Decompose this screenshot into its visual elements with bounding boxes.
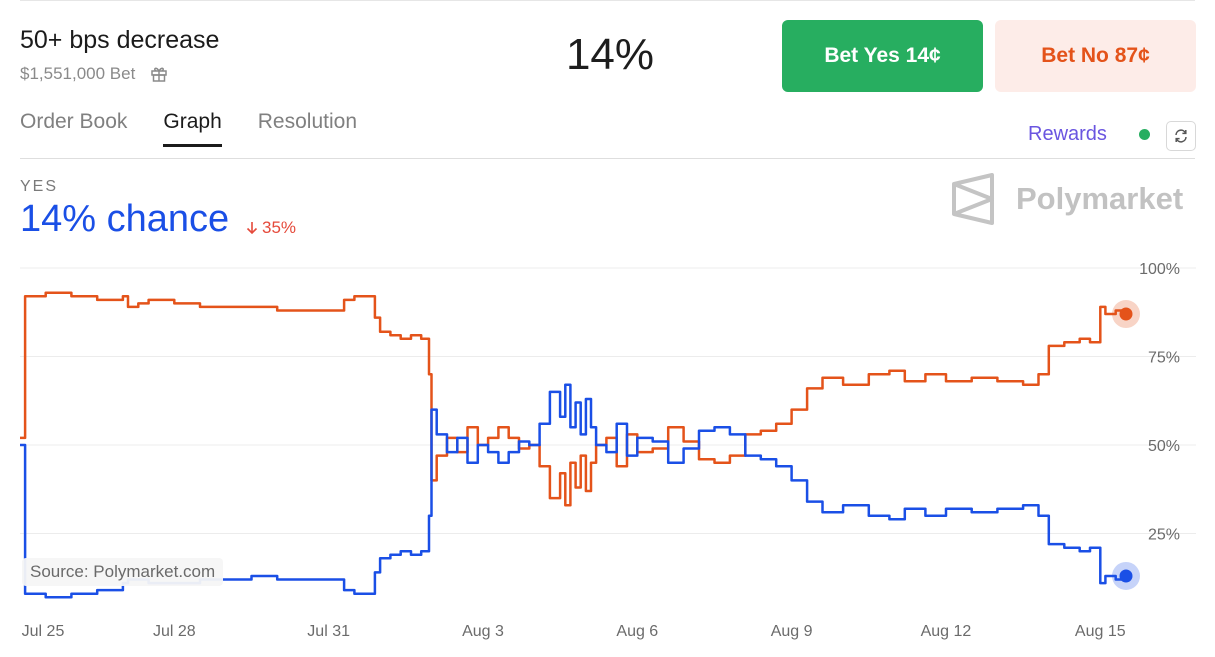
tabs-divider	[20, 158, 1195, 159]
refresh-icon	[1175, 129, 1187, 143]
polymarket-logo-icon	[952, 173, 994, 225]
bet-no-button[interactable]: Bet No 87¢	[995, 20, 1196, 92]
chance-change: 35%	[246, 218, 296, 238]
x-tick-label: Aug 15	[1075, 623, 1126, 640]
y-tick-label: 50%	[1148, 438, 1180, 455]
polymarket-logo: Polymarket	[950, 172, 1183, 226]
rewards-link[interactable]: Rewards	[1028, 123, 1107, 145]
rewards-status-dot	[1139, 129, 1150, 140]
tab-resolution[interactable]: Resolution	[257, 110, 357, 133]
x-tick-label: Jul 31	[307, 623, 350, 640]
chance-change-value: 35%	[262, 218, 297, 237]
market-title: 50+ bps decrease	[20, 26, 220, 54]
top-divider	[20, 0, 1195, 1]
refresh-button[interactable]	[1166, 121, 1196, 151]
market-volume-row: $1,551,000 Bet	[20, 64, 169, 84]
gift-icon[interactable]	[149, 64, 169, 84]
x-tick-label: Aug 3	[462, 623, 504, 640]
polymarket-logo-text: Polymarket	[1016, 181, 1184, 216]
arrow-down-icon	[246, 222, 258, 235]
market-probability: 14%	[565, 30, 655, 79]
series-line-yes	[20, 383, 1128, 599]
x-tick-label: Aug 9	[771, 623, 813, 640]
series-line-no	[20, 291, 1128, 507]
y-tick-label: 100%	[1139, 261, 1180, 278]
x-tick-label: Jul 28	[153, 623, 196, 640]
y-tick-label: 25%	[1148, 527, 1180, 544]
market-tabs: Order Book Graph Resolution	[20, 110, 357, 147]
bet-yes-button[interactable]: Bet Yes 14¢	[782, 20, 983, 92]
end-marker-no	[1119, 307, 1133, 321]
end-marker-yes	[1119, 569, 1133, 583]
x-tick-label: Jul 25	[22, 623, 65, 640]
x-tick-label: Aug 12	[921, 623, 972, 640]
tab-order-book[interactable]: Order Book	[20, 110, 128, 133]
source-label: Source: Polymarket.com	[22, 558, 224, 586]
tab-graph[interactable]: Graph	[163, 110, 222, 147]
y-tick-label: 75%	[1148, 350, 1180, 367]
outcome-label: YES	[20, 178, 59, 195]
chance-value: 14% chance	[20, 198, 230, 240]
x-tick-label: Aug 6	[616, 623, 658, 640]
market-volume: $1,551,000 Bet	[20, 64, 136, 83]
